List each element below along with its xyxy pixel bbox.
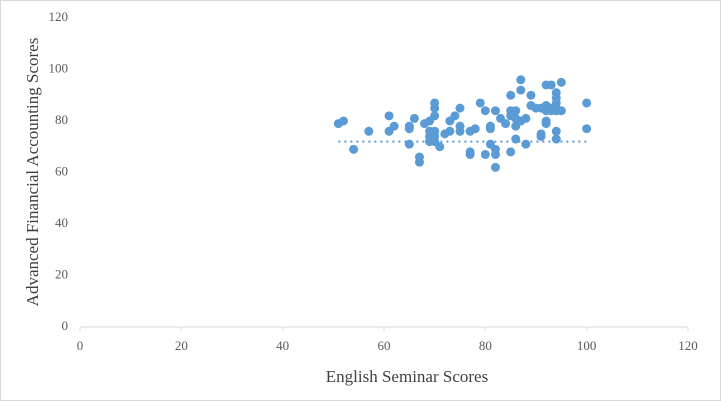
y-axis-title: Advanced Financial Accounting Scores xyxy=(23,38,42,307)
point xyxy=(414,157,424,167)
point xyxy=(480,106,490,116)
point xyxy=(430,103,440,113)
point xyxy=(506,147,516,157)
x-tick-label: 40 xyxy=(276,338,289,353)
point xyxy=(506,90,516,100)
y-tick-label: 120 xyxy=(49,9,69,24)
point xyxy=(404,124,414,134)
point xyxy=(490,106,500,116)
x-axis-title: English Seminar Scores xyxy=(326,367,488,386)
x-tick-label: 20 xyxy=(175,338,188,353)
point xyxy=(389,121,399,131)
point xyxy=(556,106,566,116)
point xyxy=(450,111,460,121)
point xyxy=(541,119,551,129)
point xyxy=(384,111,394,121)
y-tick-label: 100 xyxy=(49,60,69,75)
point xyxy=(455,126,465,136)
point xyxy=(349,144,359,154)
point xyxy=(465,149,475,159)
x-tick-label: 120 xyxy=(678,338,698,353)
point xyxy=(521,139,531,149)
point xyxy=(516,85,526,95)
y-tick-label: 40 xyxy=(55,215,68,230)
point xyxy=(490,162,500,172)
x-tick-label: 0 xyxy=(77,338,84,353)
point xyxy=(551,134,561,144)
x-tick-label: 100 xyxy=(577,338,597,353)
point xyxy=(480,149,490,159)
point xyxy=(445,126,455,136)
point xyxy=(338,116,348,126)
point xyxy=(470,124,480,134)
point xyxy=(490,149,500,159)
point xyxy=(521,113,531,123)
point xyxy=(485,124,495,134)
y-tick-label: 80 xyxy=(55,112,68,127)
point xyxy=(582,124,592,134)
point xyxy=(526,90,536,100)
point xyxy=(435,142,445,152)
point xyxy=(536,131,546,141)
x-tick-label: 80 xyxy=(479,338,492,353)
point xyxy=(556,77,566,87)
point xyxy=(582,98,592,108)
y-tick-label: 0 xyxy=(62,318,69,333)
point xyxy=(430,111,440,121)
point xyxy=(501,119,511,129)
point xyxy=(511,106,521,116)
point xyxy=(409,113,419,123)
point xyxy=(546,80,556,90)
y-tick-label: 20 xyxy=(55,266,68,281)
point xyxy=(516,75,526,85)
point xyxy=(364,126,374,136)
point xyxy=(551,126,561,136)
point xyxy=(475,98,485,108)
point xyxy=(455,103,465,113)
x-tick-label: 60 xyxy=(378,338,391,353)
y-tick-label: 60 xyxy=(55,163,68,178)
